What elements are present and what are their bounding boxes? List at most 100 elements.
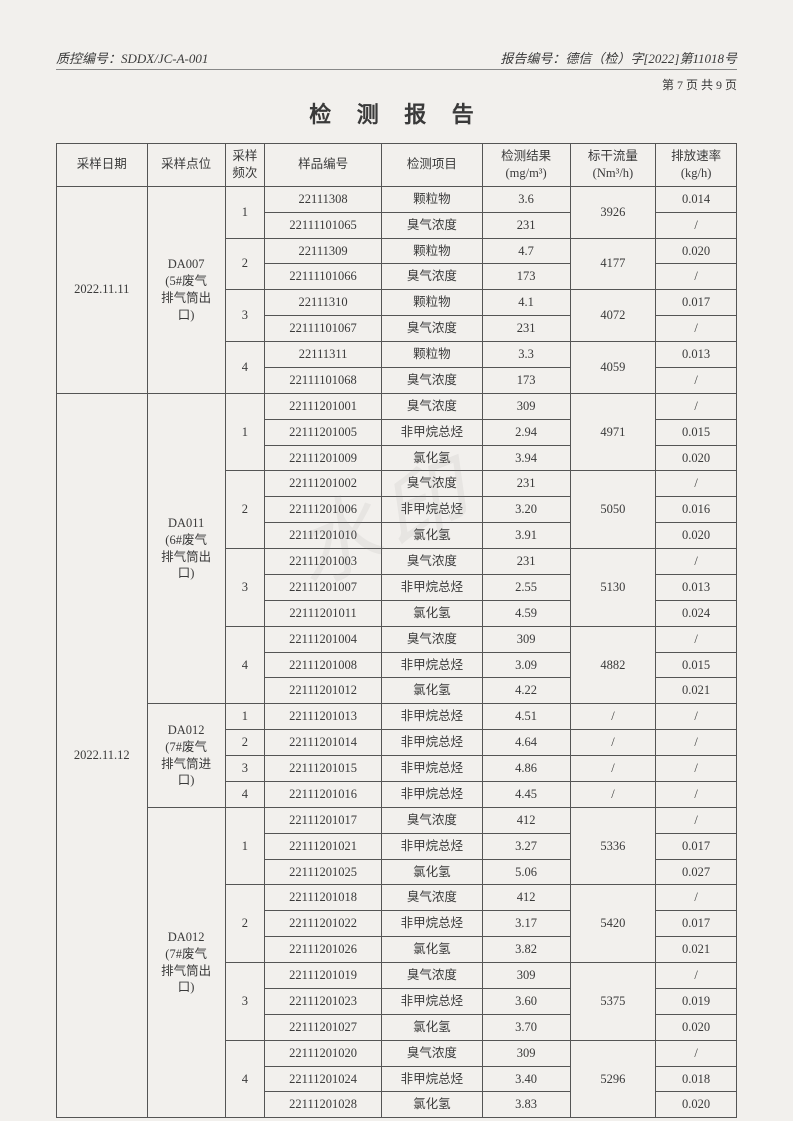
cell: 22111101065 — [264, 212, 381, 238]
cell: 氯化氢 — [382, 859, 482, 885]
cell: 22111201022 — [264, 911, 381, 937]
cell: 非甲烷总烃 — [382, 419, 482, 445]
cell: 4 — [225, 1040, 264, 1118]
cell: 22111201024 — [264, 1066, 381, 1092]
qc-number: 质控编号：SDDX/JC-A-001 — [56, 48, 208, 67]
page-title: 检 测 报 告 — [56, 97, 737, 129]
cell: 非甲烷总烃 — [382, 911, 482, 937]
cell: 22111201016 — [264, 781, 381, 807]
cell: 氯化氢 — [382, 523, 482, 549]
cell: 臭气浓度 — [382, 885, 482, 911]
cell: 4 — [225, 342, 264, 394]
col-item: 检测项目 — [382, 144, 482, 187]
cell: DA012(7#废气排气筒出口) — [147, 807, 225, 1118]
cell: 22111310 — [264, 290, 381, 316]
cell: 颗粒物 — [382, 342, 482, 368]
cell: DA011(6#废气排气筒出口) — [147, 393, 225, 704]
cell: 4 — [225, 626, 264, 704]
col-rate: 排放速率(kg/h) — [656, 144, 737, 187]
cell: 309 — [482, 1040, 570, 1066]
cell: 0.020 — [656, 1014, 737, 1040]
cell: 5050 — [570, 471, 656, 549]
cell: 0.024 — [656, 600, 737, 626]
cell: 非甲烷总烃 — [382, 781, 482, 807]
cell: 22111201013 — [264, 704, 381, 730]
cell: 臭气浓度 — [382, 212, 482, 238]
col-date: 采样日期 — [57, 144, 148, 187]
cell: 22111201021 — [264, 833, 381, 859]
cell: 22111201006 — [264, 497, 381, 523]
cell: 0.013 — [656, 342, 737, 368]
cell: 非甲烷总烃 — [382, 730, 482, 756]
cell: 22111308 — [264, 186, 381, 212]
cell: 231 — [482, 549, 570, 575]
cell: / — [656, 264, 737, 290]
cell: / — [656, 471, 737, 497]
cell: 非甲烷总烃 — [382, 497, 482, 523]
cell: 4 — [225, 781, 264, 807]
col-sample: 样品编号 — [264, 144, 381, 187]
page-indicator: 第 7 页 共 9 页 — [56, 76, 737, 93]
table-row: DA012(7#废气排气筒进口)122111201013非甲烷总烃4.51// — [57, 704, 737, 730]
cell: / — [656, 730, 737, 756]
cell: 22111201011 — [264, 600, 381, 626]
cell: / — [656, 807, 737, 833]
cell: 5.06 — [482, 859, 570, 885]
cell: 22111201025 — [264, 859, 381, 885]
cell: 臭气浓度 — [382, 807, 482, 833]
cell: 臭气浓度 — [382, 367, 482, 393]
cell: 氯化氢 — [382, 1014, 482, 1040]
cell: 1 — [225, 704, 264, 730]
table-row: 2022.11.11DA007(5#废气排气筒出口)122111308颗粒物3.… — [57, 186, 737, 212]
col-flow: 标干流量(Nm³/h) — [570, 144, 656, 187]
cell: 臭气浓度 — [382, 549, 482, 575]
cell: DA012(7#废气排气筒进口) — [147, 704, 225, 808]
cell: 0.013 — [656, 574, 737, 600]
cell: 非甲烷总烃 — [382, 704, 482, 730]
cell: 173 — [482, 264, 570, 290]
cell: 309 — [482, 393, 570, 419]
cell: / — [656, 1040, 737, 1066]
report-number: 报告编号：德信（检）字[2022]第11018号 — [500, 48, 737, 67]
table-row: DA012(7#废气排气筒出口)122111201017臭气浓度4125336/ — [57, 807, 737, 833]
cell: 3.40 — [482, 1066, 570, 1092]
cell: 4.64 — [482, 730, 570, 756]
cell: 3.83 — [482, 1092, 570, 1118]
cell: / — [656, 626, 737, 652]
cell: 22111309 — [264, 238, 381, 264]
cell: 22111201017 — [264, 807, 381, 833]
cell: 4177 — [570, 238, 656, 290]
cell: 非甲烷总烃 — [382, 652, 482, 678]
cell: 3.09 — [482, 652, 570, 678]
cell: 氯化氢 — [382, 445, 482, 471]
cell: 3.60 — [482, 988, 570, 1014]
cell: / — [656, 704, 737, 730]
cell: 4971 — [570, 393, 656, 471]
cell: 0.018 — [656, 1066, 737, 1092]
cell: 22111201026 — [264, 937, 381, 963]
cell: 0.017 — [656, 833, 737, 859]
cell: 4.86 — [482, 756, 570, 782]
cell: 22111101067 — [264, 316, 381, 342]
cell: / — [656, 756, 737, 782]
cell: 231 — [482, 212, 570, 238]
cell: 3.6 — [482, 186, 570, 212]
cell: 22111201020 — [264, 1040, 381, 1066]
cell: / — [570, 730, 656, 756]
cell: 0.014 — [656, 186, 737, 212]
cell: 5336 — [570, 807, 656, 885]
cell: 1 — [225, 393, 264, 471]
cell: 22111201005 — [264, 419, 381, 445]
table-row: 2022.11.12DA011(6#废气排气筒出口)122111201001臭气… — [57, 393, 737, 419]
cell: 3926 — [570, 186, 656, 238]
cell: 4059 — [570, 342, 656, 394]
cell: / — [656, 549, 737, 575]
cell: 4.45 — [482, 781, 570, 807]
cell: / — [570, 781, 656, 807]
cell: 3 — [225, 290, 264, 342]
cell: 2.94 — [482, 419, 570, 445]
cell: 3.27 — [482, 833, 570, 859]
cell: 2 — [225, 238, 264, 290]
cell: 0.020 — [656, 1092, 737, 1118]
cell: 0.020 — [656, 523, 737, 549]
